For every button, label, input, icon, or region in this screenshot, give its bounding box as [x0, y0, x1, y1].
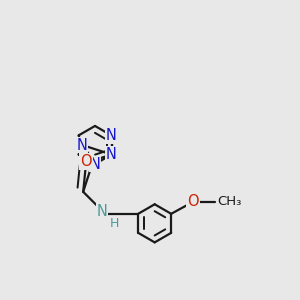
Text: N: N [77, 137, 88, 152]
Text: CH₃: CH₃ [217, 195, 242, 208]
Text: N: N [90, 157, 101, 172]
Text: N: N [106, 147, 117, 162]
Text: N: N [106, 128, 117, 143]
Text: H: H [110, 217, 119, 230]
Text: N: N [97, 204, 108, 219]
Text: O: O [80, 154, 92, 169]
Text: O: O [188, 194, 199, 209]
